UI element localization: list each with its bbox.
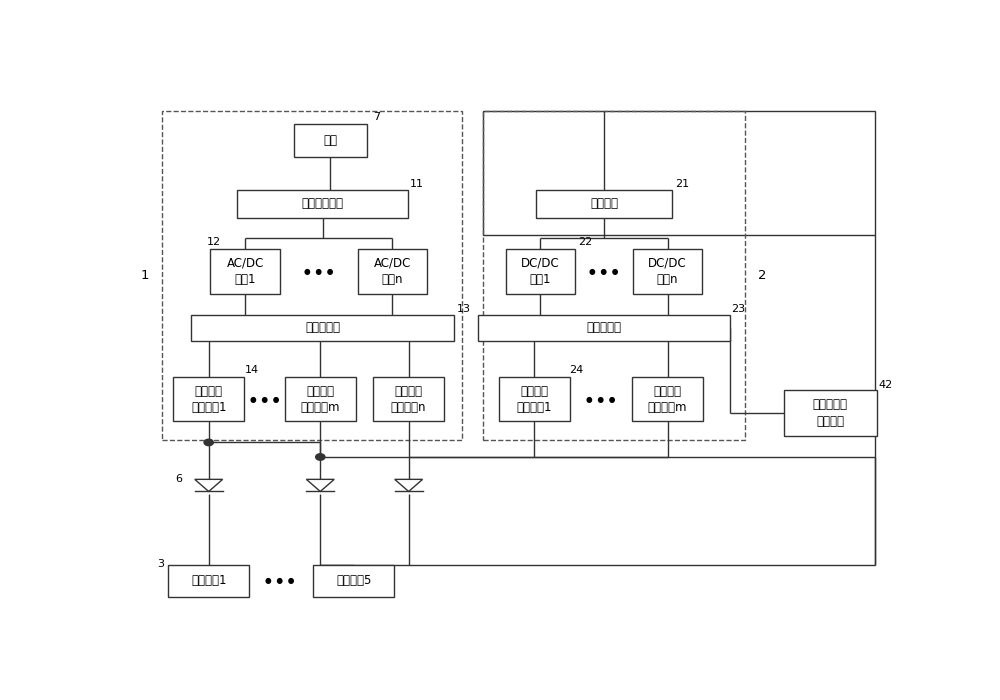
FancyBboxPatch shape — [633, 249, 702, 294]
Text: 第一动态
分配模块n: 第一动态 分配模块n — [391, 384, 426, 414]
Text: ●  ●  ●: ● ● ● — [589, 267, 619, 276]
FancyBboxPatch shape — [294, 125, 367, 157]
Text: 交流配电模块: 交流配电模块 — [302, 197, 344, 210]
Text: 24: 24 — [569, 365, 583, 375]
FancyBboxPatch shape — [632, 377, 703, 421]
FancyBboxPatch shape — [285, 377, 356, 421]
Text: AC/DC
模块1: AC/DC 模块1 — [226, 257, 264, 286]
FancyBboxPatch shape — [478, 315, 730, 341]
Text: 22: 22 — [578, 237, 593, 247]
Circle shape — [204, 439, 213, 446]
FancyBboxPatch shape — [536, 190, 672, 218]
FancyBboxPatch shape — [373, 377, 444, 421]
Text: AC/DC
模块n: AC/DC 模块n — [374, 257, 411, 286]
Text: 3: 3 — [158, 559, 165, 569]
Text: ●  ●  ●: ● ● ● — [586, 395, 616, 404]
Polygon shape — [195, 480, 223, 491]
FancyBboxPatch shape — [173, 377, 244, 421]
Text: 第一集线板: 第一集线板 — [305, 321, 340, 334]
Text: 市电: 市电 — [323, 134, 337, 147]
Polygon shape — [306, 480, 334, 491]
Text: 11: 11 — [410, 178, 424, 188]
FancyBboxPatch shape — [210, 249, 280, 294]
Text: 第二动态
分配模块1: 第二动态 分配模块1 — [516, 384, 552, 414]
FancyBboxPatch shape — [506, 249, 575, 294]
FancyBboxPatch shape — [358, 249, 427, 294]
Text: 2: 2 — [758, 269, 766, 282]
Text: 第二动态
分配模块m: 第二动态 分配模块m — [648, 384, 687, 414]
FancyBboxPatch shape — [483, 111, 875, 235]
Text: ●  ●  ●: ● ● ● — [265, 577, 295, 585]
Text: 第一动态
分配模块1: 第一动态 分配模块1 — [191, 384, 226, 414]
Text: 充电终端1: 充电终端1 — [191, 575, 226, 587]
Text: 储能电池充
电控制器: 储能电池充 电控制器 — [813, 398, 848, 428]
Text: 第二集线板: 第二集线板 — [586, 321, 621, 334]
Circle shape — [316, 454, 325, 460]
Text: 充电终端5: 充电终端5 — [336, 575, 371, 587]
Text: ●  ●  ●: ● ● ● — [304, 267, 333, 276]
Polygon shape — [395, 480, 423, 491]
Text: 6: 6 — [175, 474, 182, 484]
FancyBboxPatch shape — [237, 190, 408, 218]
Text: 23: 23 — [731, 304, 745, 314]
Text: 21: 21 — [675, 178, 689, 188]
Text: 42: 42 — [878, 379, 893, 390]
Text: 13: 13 — [457, 304, 471, 314]
Text: 第一动态
分配模块m: 第一动态 分配模块m — [301, 384, 340, 414]
Text: 储能电池: 储能电池 — [590, 197, 618, 210]
FancyBboxPatch shape — [168, 565, 249, 597]
FancyBboxPatch shape — [191, 315, 454, 341]
FancyBboxPatch shape — [784, 390, 877, 435]
Text: ●  ●  ●: ● ● ● — [250, 395, 279, 404]
FancyBboxPatch shape — [313, 565, 394, 597]
Text: DC/DC
模块n: DC/DC 模块n — [648, 257, 687, 286]
FancyBboxPatch shape — [499, 377, 570, 421]
Text: DC/DC
模块1: DC/DC 模块1 — [521, 257, 560, 286]
Text: 12: 12 — [206, 237, 220, 247]
Text: 7: 7 — [373, 112, 380, 122]
Text: 14: 14 — [245, 365, 259, 375]
Text: 1: 1 — [140, 269, 149, 282]
